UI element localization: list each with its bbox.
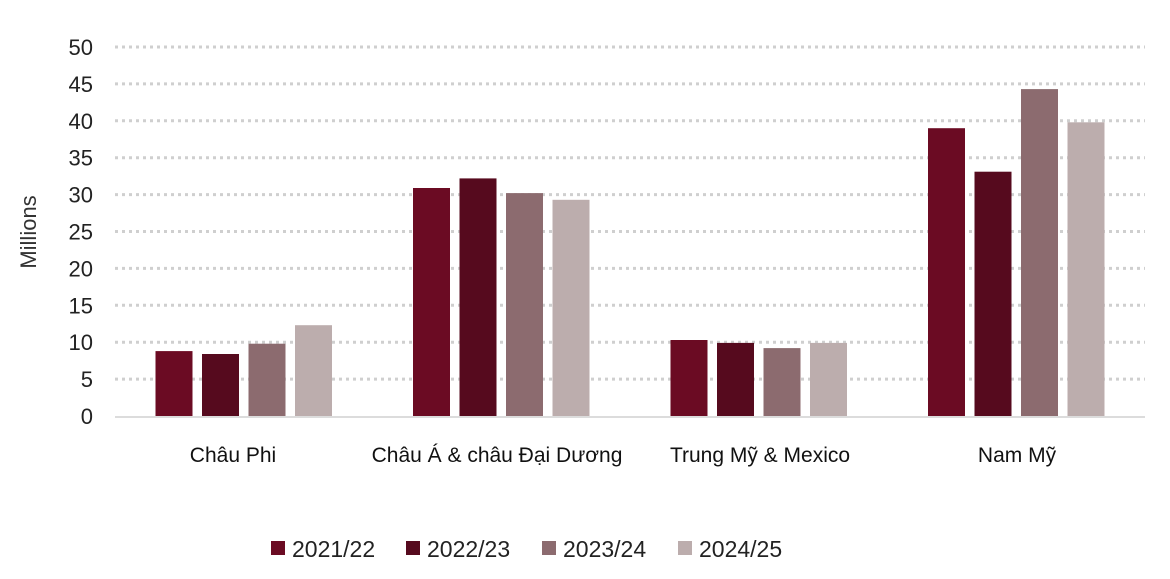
bar — [459, 178, 497, 416]
bar — [552, 199, 590, 416]
bar — [295, 325, 332, 416]
legend-label: 2024/25 — [699, 536, 782, 562]
bar — [670, 340, 708, 416]
y-tick-label: 0 — [81, 404, 93, 429]
legend-label: 2023/24 — [563, 536, 646, 562]
bar — [717, 342, 754, 416]
bar — [928, 128, 965, 416]
y-tick-label: 15 — [69, 293, 93, 318]
bar — [810, 342, 847, 416]
legend-label: 2022/23 — [427, 536, 510, 562]
x-category-label: Trung Mỹ & Mexico — [670, 444, 850, 467]
y-tick-label: 25 — [69, 220, 93, 245]
x-axis-categories: Châu Phi Châu Á & châu Đại Dương Trung Mỹ … — [190, 444, 1057, 467]
bar — [202, 354, 239, 416]
bars — [155, 89, 1105, 417]
x-category-label: Nam Mỹ — [978, 444, 1057, 467]
bar — [506, 193, 543, 416]
y-axis-label: Millions — [16, 195, 41, 268]
y-tick-label: 10 — [69, 330, 93, 355]
legend-swatch — [542, 541, 556, 555]
bar — [1067, 122, 1105, 417]
y-axis-ticks: 0 5 10 15 20 25 30 35 40 45 50 — [69, 35, 93, 429]
y-tick-label: 20 — [69, 256, 93, 281]
y-tick-label: 40 — [69, 109, 93, 134]
legend: 2021/22 2022/23 2023/24 2024/25 — [271, 536, 782, 562]
bar — [248, 343, 286, 416]
y-tick-label: 5 — [81, 367, 93, 392]
y-tick-label: 35 — [69, 146, 93, 171]
bar — [1021, 89, 1058, 416]
x-category-label: Châu Phi — [190, 444, 276, 467]
bar — [763, 348, 801, 416]
legend-label: 2021/22 — [292, 536, 375, 562]
legend-swatch — [271, 541, 285, 555]
legend-swatch — [678, 541, 692, 555]
bar — [413, 188, 450, 416]
y-tick-label: 50 — [69, 35, 93, 60]
y-tick-label: 30 — [69, 183, 93, 208]
legend-swatch — [406, 541, 420, 555]
y-tick-label: 45 — [69, 72, 93, 97]
bar — [974, 171, 1012, 416]
x-category-label: Châu Á & châu Đại Dương — [372, 444, 623, 467]
bar — [155, 351, 193, 416]
